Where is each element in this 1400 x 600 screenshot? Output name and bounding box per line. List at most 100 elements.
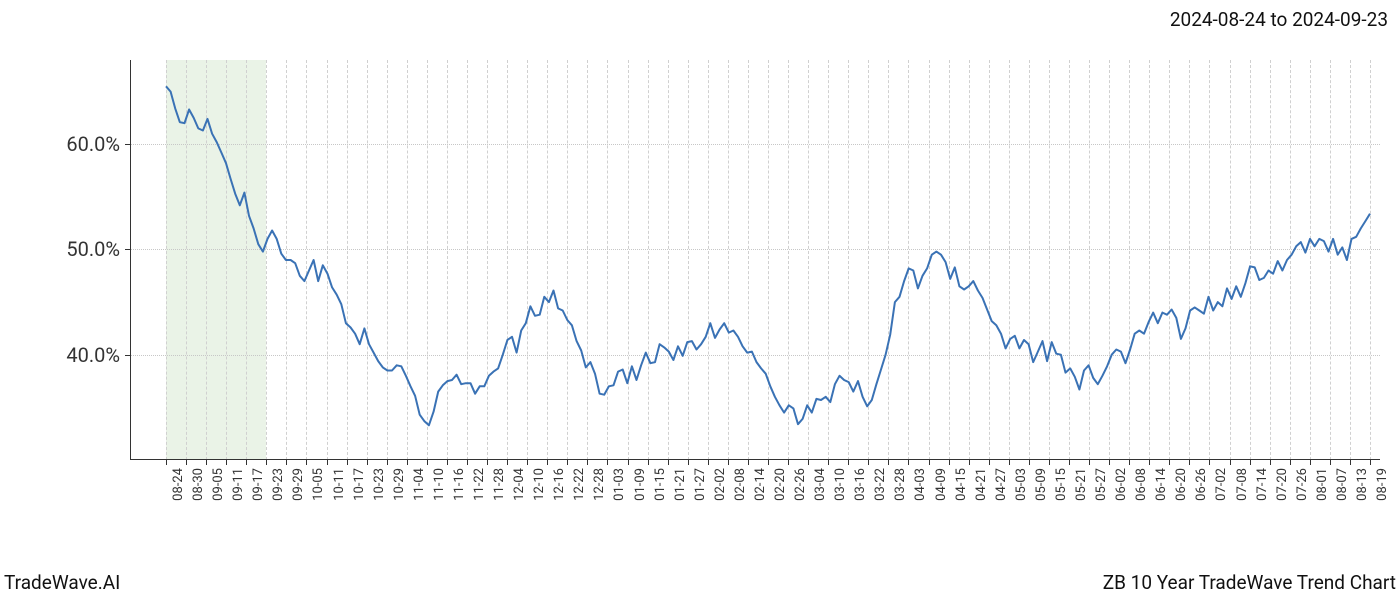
x-tick xyxy=(929,460,930,465)
x-tick xyxy=(1330,460,1331,465)
x-tick-label: 05-03 xyxy=(1014,468,1029,501)
x-tick-label: 12-22 xyxy=(572,468,587,501)
x-tick xyxy=(186,460,187,465)
x-tick-label: 10-17 xyxy=(352,468,367,501)
x-tick-label: 02-14 xyxy=(753,468,768,501)
x-tick xyxy=(1270,460,1271,465)
x-tick xyxy=(1189,460,1190,465)
x-tick-label: 02-02 xyxy=(713,468,728,501)
x-tick-label: 11-22 xyxy=(472,468,487,501)
x-tick xyxy=(708,460,709,465)
x-tick-label: 01-27 xyxy=(693,468,708,501)
x-tick-label: 11-28 xyxy=(492,468,507,501)
x-tick-label: 09-17 xyxy=(251,468,266,501)
x-tick xyxy=(306,460,307,465)
x-tick-label: 06-26 xyxy=(1194,468,1209,501)
chart-title: ZB 10 Year TradeWave Trend Chart xyxy=(1103,571,1396,594)
x-tick-label: 04-27 xyxy=(994,468,1009,501)
x-tick-label: 04-09 xyxy=(934,468,949,501)
x-tick xyxy=(407,460,408,465)
x-tick xyxy=(628,460,629,465)
x-tick xyxy=(487,460,488,465)
x-tick xyxy=(989,460,990,465)
x-tick-label: 01-03 xyxy=(612,468,627,501)
x-tick-label: 05-27 xyxy=(1094,468,1109,501)
x-tick-label: 11-10 xyxy=(432,468,447,501)
line-series xyxy=(130,60,1380,460)
x-tick xyxy=(266,460,267,465)
x-tick xyxy=(1350,460,1351,465)
x-tick xyxy=(1069,460,1070,465)
x-tick-label: 12-28 xyxy=(592,468,607,501)
x-tick-label: 01-09 xyxy=(633,468,648,501)
x-tick xyxy=(1230,460,1231,465)
x-tick xyxy=(1209,460,1210,465)
x-tick-label: 09-23 xyxy=(271,468,286,501)
x-tick xyxy=(828,460,829,465)
x-tick xyxy=(748,460,749,465)
x-tick-label: 08-30 xyxy=(191,468,206,501)
x-tick-label: 12-16 xyxy=(552,468,567,501)
x-tick xyxy=(908,460,909,465)
x-tick xyxy=(788,460,789,465)
x-tick xyxy=(507,460,508,465)
y-tick-label: 40.0% xyxy=(20,343,120,367)
x-tick xyxy=(728,460,729,465)
x-tick xyxy=(547,460,548,465)
x-tick-label: 03-28 xyxy=(893,468,908,501)
x-tick xyxy=(1370,460,1371,465)
x-tick xyxy=(848,460,849,465)
x-tick-label: 06-20 xyxy=(1174,468,1189,501)
x-tick xyxy=(768,460,769,465)
x-tick xyxy=(888,460,889,465)
x-tick-label: 10-23 xyxy=(372,468,387,501)
x-tick-label: 04-15 xyxy=(954,468,969,501)
x-tick xyxy=(1290,460,1291,465)
x-tick-label: 02-26 xyxy=(793,468,808,501)
x-tick xyxy=(969,460,970,465)
x-tick-label: 08-19 xyxy=(1375,468,1390,501)
x-tick-label: 11-16 xyxy=(452,468,467,501)
x-tick xyxy=(1129,460,1130,465)
y-tick-label: 60.0% xyxy=(20,132,120,156)
x-tick-label: 08-13 xyxy=(1355,468,1370,501)
x-tick-label: 08-24 xyxy=(171,468,186,501)
x-tick xyxy=(949,460,950,465)
x-tick-label: 09-05 xyxy=(211,468,226,501)
x-tick-label: 09-11 xyxy=(231,468,246,501)
x-tick xyxy=(1089,460,1090,465)
x-tick-label: 06-14 xyxy=(1154,468,1169,501)
trend-chart xyxy=(130,60,1380,460)
x-tick-label: 07-26 xyxy=(1295,468,1310,501)
x-tick-label: 03-04 xyxy=(813,468,828,501)
x-tick-label: 12-04 xyxy=(512,468,527,501)
y-tick-label: 50.0% xyxy=(20,237,120,261)
x-tick-label: 08-07 xyxy=(1335,468,1350,501)
x-tick-label: 01-15 xyxy=(653,468,668,501)
x-tick xyxy=(688,460,689,465)
date-range-header: 2024-08-24 to 2024-09-23 xyxy=(1170,8,1388,31)
y-tick xyxy=(125,144,130,145)
x-tick-label: 09-29 xyxy=(291,468,306,501)
x-tick-label: 01-21 xyxy=(673,468,688,501)
x-tick-label: 10-05 xyxy=(311,468,326,501)
x-tick-label: 11-04 xyxy=(412,468,427,501)
x-tick xyxy=(467,460,468,465)
x-tick xyxy=(808,460,809,465)
x-tick-label: 05-09 xyxy=(1034,468,1049,501)
x-tick xyxy=(246,460,247,465)
x-tick-label: 04-03 xyxy=(913,468,928,501)
x-tick xyxy=(1250,460,1251,465)
x-tick xyxy=(327,460,328,465)
x-tick xyxy=(1009,460,1010,465)
x-tick-label: 05-15 xyxy=(1054,468,1069,501)
x-tick-label: 12-10 xyxy=(532,468,547,501)
x-tick-label: 08-01 xyxy=(1315,468,1330,501)
x-tick xyxy=(1049,460,1050,465)
x-tick xyxy=(587,460,588,465)
y-tick xyxy=(125,355,130,356)
x-tick-label: 03-10 xyxy=(833,468,848,501)
x-tick-label: 02-20 xyxy=(773,468,788,501)
x-tick xyxy=(607,460,608,465)
x-tick xyxy=(1029,460,1030,465)
